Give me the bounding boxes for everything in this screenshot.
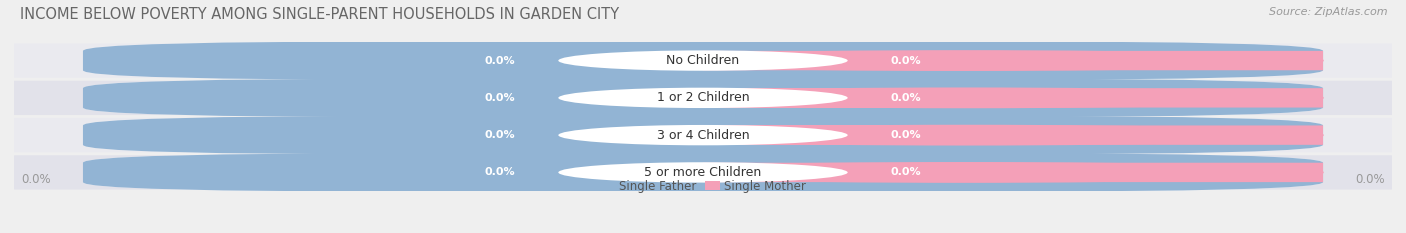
FancyBboxPatch shape [703, 51, 1323, 70]
Circle shape [606, 125, 1323, 145]
Text: 0.0%: 0.0% [485, 130, 515, 140]
FancyBboxPatch shape [703, 88, 1323, 108]
FancyBboxPatch shape [83, 41, 1323, 80]
FancyBboxPatch shape [83, 79, 1323, 117]
Bar [703, 88, 965, 108]
FancyBboxPatch shape [14, 43, 1392, 78]
Text: 0.0%: 0.0% [485, 93, 515, 103]
Text: 0.0%: 0.0% [1355, 173, 1385, 186]
FancyBboxPatch shape [83, 116, 1323, 154]
Text: INCOME BELOW POVERTY AMONG SINGLE-PARENT HOUSEHOLDS IN GARDEN CITY: INCOME BELOW POVERTY AMONG SINGLE-PARENT… [20, 7, 619, 22]
FancyBboxPatch shape [83, 116, 1323, 154]
Legend: Single Father, Single Mother: Single Father, Single Mother [600, 180, 806, 193]
Ellipse shape [558, 88, 848, 108]
Text: 0.0%: 0.0% [891, 130, 921, 140]
FancyBboxPatch shape [83, 79, 1323, 117]
Text: 5 or more Children: 5 or more Children [644, 166, 762, 179]
Ellipse shape [558, 125, 848, 145]
FancyBboxPatch shape [703, 125, 1323, 145]
Circle shape [606, 163, 1323, 182]
Ellipse shape [558, 50, 848, 71]
FancyBboxPatch shape [703, 163, 1323, 182]
FancyBboxPatch shape [83, 153, 1323, 192]
FancyBboxPatch shape [14, 81, 1392, 115]
Bar [703, 163, 965, 182]
FancyBboxPatch shape [14, 118, 1392, 152]
Text: 0.0%: 0.0% [891, 168, 921, 177]
FancyBboxPatch shape [83, 41, 1323, 80]
Bar [703, 51, 965, 70]
Text: 1 or 2 Children: 1 or 2 Children [657, 91, 749, 104]
Text: 0.0%: 0.0% [891, 56, 921, 65]
Text: No Children: No Children [666, 54, 740, 67]
Bar [703, 125, 965, 145]
Circle shape [606, 51, 1323, 70]
Text: 0.0%: 0.0% [891, 93, 921, 103]
Text: 3 or 4 Children: 3 or 4 Children [657, 129, 749, 142]
Circle shape [606, 88, 1323, 108]
FancyBboxPatch shape [14, 155, 1392, 190]
Ellipse shape [558, 162, 848, 183]
Text: 0.0%: 0.0% [485, 168, 515, 177]
Text: 0.0%: 0.0% [21, 173, 51, 186]
FancyBboxPatch shape [83, 153, 1323, 192]
Text: 0.0%: 0.0% [485, 56, 515, 65]
Text: Source: ZipAtlas.com: Source: ZipAtlas.com [1270, 7, 1388, 17]
